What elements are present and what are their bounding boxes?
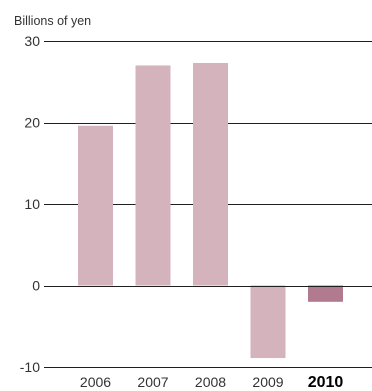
y-tick-label: 10 bbox=[24, 196, 40, 212]
y-axis-ticks: 30 20 10 0 -10 bbox=[20, 33, 40, 375]
bars bbox=[44, 63, 372, 359]
y-tick-label: -10 bbox=[20, 359, 40, 375]
y-tick-label: 0 bbox=[32, 278, 40, 294]
bar-2008 bbox=[193, 63, 228, 286]
bar-2006 bbox=[78, 125, 113, 286]
bar-2009 bbox=[250, 285, 286, 359]
x-tick-label-2009: 2009 bbox=[252, 374, 283, 390]
bar-2007 bbox=[135, 65, 171, 286]
y-tick-label: 20 bbox=[24, 115, 40, 131]
x-tick-label-2010: 2010 bbox=[308, 374, 344, 391]
x-tick-label-2008: 2008 bbox=[195, 374, 226, 390]
x-tick-label-2006: 2006 bbox=[80, 374, 111, 390]
x-tick-label-2007: 2007 bbox=[137, 374, 168, 390]
bar-2010 bbox=[308, 285, 343, 302]
y-tick-label: 30 bbox=[24, 33, 40, 49]
y-axis-unit-label: Billions of yen bbox=[14, 14, 91, 28]
x-axis-labels: 2006 2007 2008 2009 2010 bbox=[80, 374, 343, 391]
